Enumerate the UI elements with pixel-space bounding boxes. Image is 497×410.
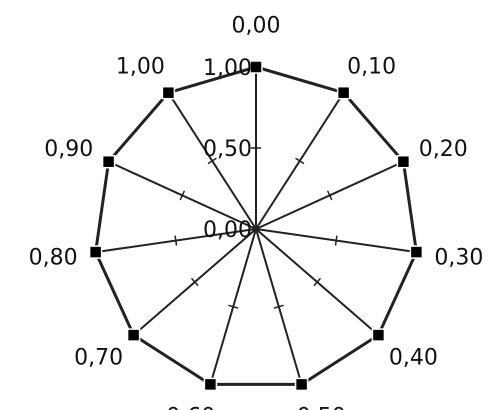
category-labels: 0,00 0,10 0,20 0,30 0,40 0,50 0,60 0,70 0,80 0,90… <box>29 14 484 410</box>
radial-tick-label-2: 1,00 <box>203 56 252 81</box>
category-label-10: 1,00 <box>116 55 165 80</box>
data-point-8 <box>88 245 103 259</box>
category-label-6: 0,60 <box>166 405 215 410</box>
data-point-0 <box>249 60 263 74</box>
category-label-4: 0,40 <box>389 345 438 370</box>
tick-mark-2 <box>326 190 333 201</box>
data-point-2 <box>396 154 411 169</box>
radar-spokes <box>95 67 417 385</box>
radial-tick-label-0: 0,00 <box>203 218 252 243</box>
radial-tick-labels: 0,00 0,50 1,00 <box>203 56 252 243</box>
series-polygon <box>94 65 418 386</box>
data-markers <box>88 60 424 392</box>
data-point-9 <box>101 154 116 169</box>
category-label-5: 0,50 <box>297 405 346 410</box>
category-label-3: 0,30 <box>434 246 483 271</box>
data-point-5 <box>294 377 309 392</box>
tick-mark-1 <box>295 157 305 165</box>
tick-mark-5 <box>273 304 284 309</box>
category-label-9: 0,90 <box>44 137 93 162</box>
radial-tick-label-1: 0,50 <box>203 137 252 162</box>
tick-mark-4 <box>313 277 322 287</box>
tick-mark-7 <box>190 277 199 287</box>
category-label-0: 0,00 <box>232 14 281 39</box>
data-point-1 <box>336 85 351 100</box>
data-point-7 <box>126 328 141 342</box>
category-label-1: 0,10 <box>347 55 396 80</box>
data-point-3 <box>409 245 424 259</box>
tick-mark-8 <box>174 235 178 246</box>
radial-ticks <box>174 147 338 309</box>
data-point-4 <box>371 328 386 342</box>
tick-mark-6 <box>228 304 239 309</box>
category-label-2: 0,20 <box>419 137 468 162</box>
tick-mark-10 <box>207 157 217 165</box>
category-label-7: 0,70 <box>74 345 123 370</box>
data-point-6 <box>203 377 218 392</box>
tick-mark-3 <box>334 235 338 246</box>
category-label-8: 0,80 <box>29 246 78 271</box>
tick-mark-9 <box>179 190 186 201</box>
data-point-10 <box>161 85 176 100</box>
